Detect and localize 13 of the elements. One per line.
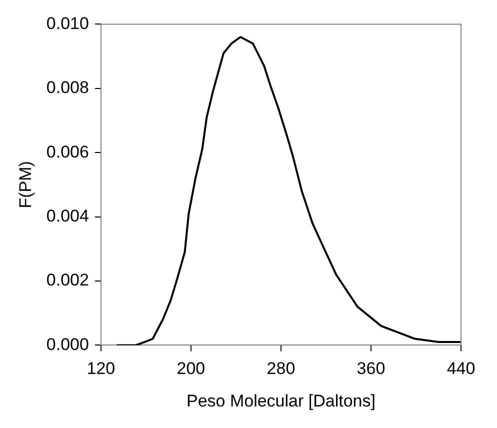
x-axis-title: Peso Molecular [Daltons] xyxy=(186,391,376,410)
y-tick-label: 0.010 xyxy=(46,14,89,33)
y-axis-title: F(PM) xyxy=(16,161,35,208)
x-tick-label: 280 xyxy=(266,359,296,378)
y-tick-label: 0.004 xyxy=(46,206,89,226)
x-tick-label: 440 xyxy=(446,359,476,378)
y-tick-label: 0.008 xyxy=(46,78,89,98)
x-tick-label: 360 xyxy=(356,359,386,378)
y-tick-label: 0.002 xyxy=(46,270,89,290)
x-tick-label: 200 xyxy=(176,359,206,378)
y-tick-label: 0.006 xyxy=(46,142,89,162)
y-tick-label: 0.000 xyxy=(46,334,89,354)
x-tick-label: 120 xyxy=(86,359,116,378)
